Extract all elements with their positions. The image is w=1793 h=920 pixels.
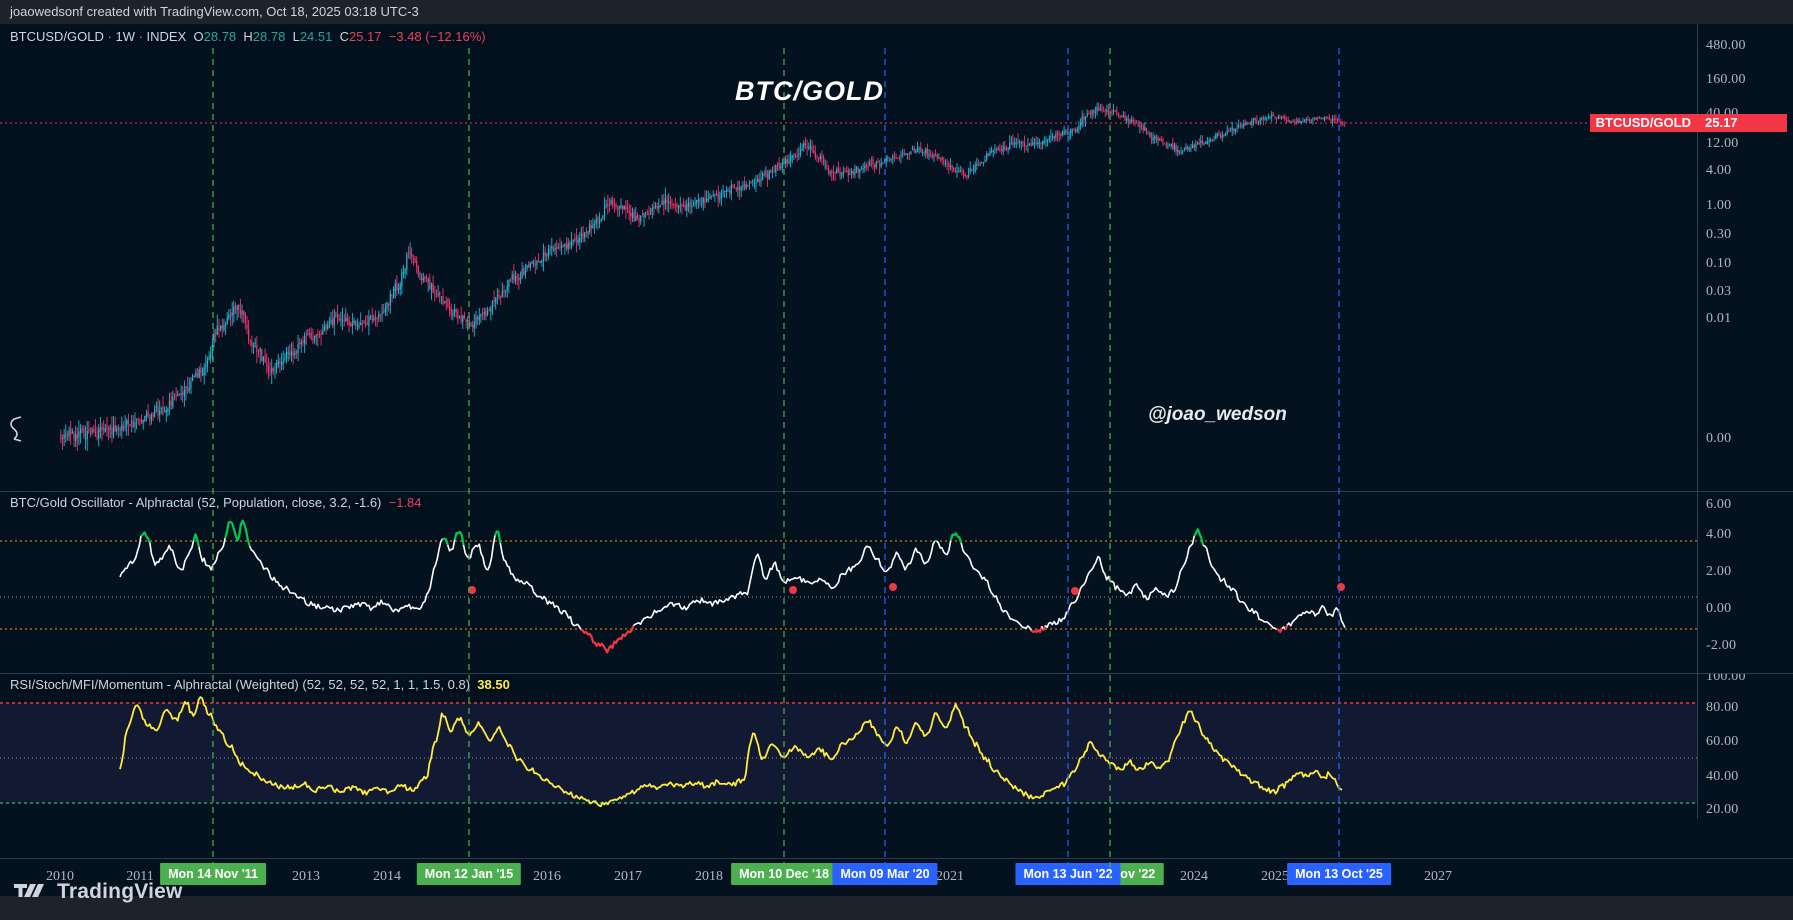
time-axis-label-2025: 2025	[1261, 869, 1289, 884]
legend-low-value: 24.51	[299, 29, 333, 44]
time-axis-label-2017: 2017	[614, 869, 642, 884]
chart-watermark-handle: @joao_wedson	[1148, 404, 1287, 425]
price-tick-0: 480.00	[1706, 38, 1746, 53]
legend-sep-1: ·	[103, 29, 116, 44]
attribution-bar: joaowedsonf created with TradingView.com…	[0, 0, 1793, 24]
osc-tick-3: 0.00	[1706, 601, 1732, 616]
tradingview-brand[interactable]: TradingView	[14, 880, 183, 904]
price-tick-4: 4.00	[1706, 163, 1732, 178]
rsi-legend[interactable]: RSI/Stoch/MFI/Momentum - Alphractal (Wei…	[10, 677, 510, 692]
legend-close-label: C	[339, 29, 349, 44]
price-tick-9: 0.01	[1706, 311, 1732, 326]
price-tick-7: 0.10	[1706, 256, 1732, 271]
price-tick-3: 12.00	[1706, 136, 1739, 151]
rsi-series	[119, 696, 1343, 808]
price-scale-squiggle-icon	[10, 416, 22, 442]
attribution-text: joaowedsonf created with TradingView.com…	[10, 4, 419, 19]
osc-tick-1: 4.00	[1706, 527, 1732, 542]
time-axis-marker-badge-6[interactable]: Mon 13 Oct '25	[1287, 863, 1391, 885]
rsi-svg	[0, 696, 1697, 808]
price-tick-5: 1.00	[1706, 198, 1732, 213]
time-axis-label-2027: 2027	[1424, 869, 1452, 884]
rsi-tick-0: 100.00	[1706, 673, 1746, 684]
rsi-legend-title[interactable]: RSI/Stoch/MFI/Momentum - Alphractal (Wei…	[10, 677, 471, 692]
oscillator-legend-title[interactable]: BTC/Gold Oscillator - Alphractal (52, Po…	[10, 495, 382, 510]
rsi-tick-2: 60.00	[1706, 734, 1739, 749]
rsi-plot[interactable]	[0, 674, 1697, 819]
legend-interval[interactable]: 1W	[115, 29, 135, 44]
oscillator-legend[interactable]: BTC/Gold Oscillator - Alphractal (52, Po…	[10, 495, 422, 510]
time-axis-marker-badge-1[interactable]: Mon 12 Jan '15	[416, 863, 522, 885]
chart-watermark-title: BTC/GOLD	[735, 76, 884, 106]
legend-open-value: 28.78	[203, 29, 237, 44]
price-tag-value[interactable]: 25.17	[1697, 114, 1787, 132]
legend-change: −3.48 (−12.16%)	[388, 29, 486, 44]
legend-symbol[interactable]: BTCUSD/GOLD	[10, 29, 104, 44]
chart-area[interactable]: BTCUSD/GOLD · 1W · INDEX O28.78 H28.78 L…	[0, 24, 1793, 882]
time-axis[interactable]: 2010 2011 2013 2014 2016 2017 2018 2021 2024 2025…	[0, 858, 1793, 896]
legend-high-label: H	[243, 29, 253, 44]
tradingview-logo-icon	[14, 884, 44, 897]
time-axis-label-2024: 2024	[1180, 869, 1208, 884]
legend-close-value: 25.17	[348, 29, 382, 44]
price-tick-8: 0.03	[1706, 284, 1732, 299]
rsi-tick-1: 80.00	[1706, 700, 1739, 715]
price-tick-1: 160.00	[1706, 72, 1746, 87]
pane-rsi-stoch-mfi-momentum[interactable]: RSI/Stoch/MFI/Momentum - Alphractal (Wei…	[0, 673, 1793, 819]
time-axis-label-2010: 2010	[46, 869, 74, 884]
legend-high-value: 28.78	[252, 29, 286, 44]
rsi-band-fill	[0, 703, 1697, 803]
price-scale-oscillator-pane[interactable]: 6.00 4.00 2.00 0.00 -2.00	[1697, 492, 1793, 673]
time-axis-label-2014: 2014	[373, 869, 401, 884]
time-axis-marker-badge-3[interactable]: Mon 09 Mar '20	[832, 863, 938, 885]
time-axis-label-2013: 2013	[292, 869, 320, 884]
price-pane-legend[interactable]: BTCUSD/GOLD · 1W · INDEX O28.78 H28.78 L…	[10, 29, 486, 44]
time-axis-marker-badge-5[interactable]: Mon 13 Jun '22	[1015, 863, 1121, 885]
time-axis-label-2021: 2021	[936, 869, 964, 884]
time-axis-label-2016: 2016	[533, 869, 561, 884]
time-axis-marker-badge-0[interactable]: Mon 14 Nov '11	[160, 863, 266, 885]
time-axis-label-2018: 2018	[695, 869, 723, 884]
rsi-legend-value: 38.50	[477, 677, 510, 692]
legend-sep-2: ·	[134, 29, 147, 44]
price-scale-price-pane[interactable]: 480.00 160.00 40.00 12.00 4.00 1.00 0.30…	[1697, 24, 1793, 491]
tradingview-brand-label: TradingView	[57, 880, 183, 903]
rsi-tick-4: 20.00	[1706, 802, 1739, 817]
oscillator-series	[119, 519, 1346, 654]
osc-tick-0: 6.00	[1706, 497, 1732, 512]
price-tick-10: 0.00	[1706, 431, 1732, 446]
pane-btc-gold-oscillator[interactable]: BTC/Gold Oscillator - Alphractal (52, Po…	[0, 491, 1793, 673]
time-axis-label-2011: 2011	[126, 869, 154, 884]
rsi-tick-3: 40.00	[1706, 769, 1739, 784]
brand-bar: TradingView	[0, 880, 1793, 920]
time-axis-marker-badge-2[interactable]: Mon 10 Dec '18	[731, 863, 837, 885]
candlestick-series	[60, 102, 1345, 451]
legend-exchange: INDEX	[146, 29, 187, 44]
oscillator-plot[interactable]	[0, 492, 1697, 673]
osc-tick-4: -2.00	[1706, 638, 1737, 653]
pane-price[interactable]: BTCUSD/GOLD · 1W · INDEX O28.78 H28.78 L…	[0, 24, 1793, 491]
osc-tick-2: 2.00	[1706, 564, 1732, 579]
oscillator-svg	[0, 519, 1697, 654]
price-tick-6: 0.30	[1706, 227, 1732, 242]
price-tag-symbol[interactable]: BTCUSD/GOLD	[1589, 114, 1697, 132]
price-scale-rsi-pane[interactable]: 100.00 80.00 60.00 40.00 20.00	[1697, 674, 1793, 819]
legend-open-label: O	[193, 29, 204, 44]
oscillator-legend-value: −1.84	[388, 495, 422, 510]
legend-low-label: L	[292, 29, 300, 44]
